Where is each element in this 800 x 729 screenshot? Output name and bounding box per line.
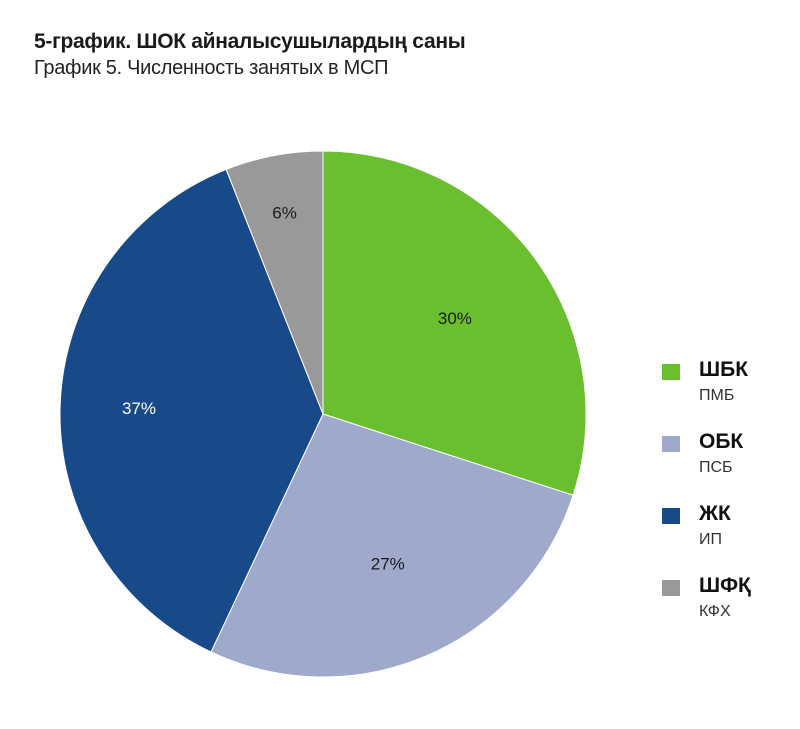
legend-sublabel: ПСБ xyxy=(699,459,733,476)
legend-sublabel: ПМБ xyxy=(699,387,735,404)
legend-swatch xyxy=(662,436,680,452)
pie-slice xyxy=(59,168,324,653)
slice-label: 30% xyxy=(438,309,472,328)
legend-label: ШБК xyxy=(699,358,749,381)
legend-label: ШФҚ xyxy=(699,574,751,597)
slice-label: 27% xyxy=(371,555,405,574)
chart-title: 5-график. ШОК айналысушылардың саны xyxy=(34,30,466,53)
slice-label: 6% xyxy=(272,203,297,222)
pie-slice xyxy=(322,150,587,496)
legend-swatch xyxy=(662,580,680,596)
pie-slice xyxy=(210,413,574,678)
pie-slice xyxy=(225,150,324,415)
legend-swatch xyxy=(662,508,680,524)
legend-sublabel: КФХ xyxy=(699,603,731,620)
chart-subtitle: График 5. Численность занятых в МСП xyxy=(34,57,389,79)
slice-label: 37% xyxy=(122,399,156,418)
legend-label: ОБК xyxy=(699,430,744,453)
legend-label: ЖК xyxy=(699,502,731,525)
legend-sublabel: ИП xyxy=(699,531,722,548)
legend-swatch xyxy=(662,364,680,380)
